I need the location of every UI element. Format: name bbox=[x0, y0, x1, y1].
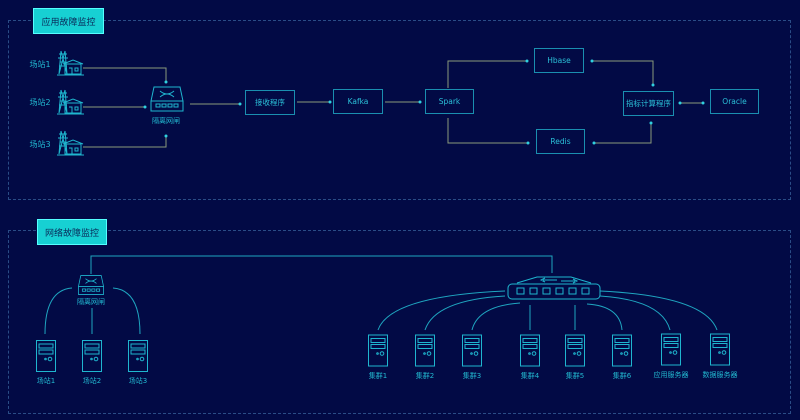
server-label: 集群5 bbox=[565, 372, 585, 380]
app-fault-title: 应用故障监控 bbox=[33, 8, 104, 34]
server-icon bbox=[415, 334, 435, 367]
server-label: 集群3 bbox=[462, 372, 482, 380]
server-icon bbox=[520, 334, 540, 367]
server-icon bbox=[462, 334, 482, 367]
server-icon bbox=[565, 334, 585, 367]
server-label: 应用服务器 bbox=[653, 371, 689, 379]
station-label: 场站1 bbox=[36, 377, 56, 385]
switch-icon bbox=[507, 276, 601, 300]
server-label: 数据服务器 bbox=[702, 371, 738, 379]
kafka-node[interactable]: Kafka bbox=[333, 89, 383, 114]
net-fault-title: 网络故障监控 bbox=[37, 219, 107, 245]
server-label: 集群2 bbox=[415, 372, 435, 380]
server-icon bbox=[82, 340, 102, 372]
calc-node[interactable]: 指标计算程序 bbox=[623, 91, 674, 116]
station-label: 场站1 bbox=[29, 60, 51, 69]
redis-node[interactable]: Redis bbox=[536, 129, 585, 154]
server-label: 集群6 bbox=[612, 372, 632, 380]
station2-tower-icon bbox=[56, 89, 85, 115]
station-label: 场站2 bbox=[29, 98, 51, 107]
station1-tower-icon bbox=[56, 50, 85, 76]
receiver-node[interactable]: 接收程序 bbox=[245, 90, 295, 115]
net-gateway-icon bbox=[77, 275, 105, 295]
station-label: 场站3 bbox=[29, 140, 51, 149]
gateway-label: 隔离网闸 bbox=[152, 117, 180, 125]
app-fault-frame bbox=[8, 20, 791, 200]
net-fault-frame bbox=[8, 230, 791, 414]
station3-tower-icon bbox=[56, 130, 85, 156]
server-label: 集群1 bbox=[368, 372, 388, 380]
server-icon bbox=[661, 333, 681, 366]
hbase-node[interactable]: Hbase bbox=[534, 48, 584, 73]
gateway-icon bbox=[150, 86, 184, 112]
server-icon bbox=[128, 340, 148, 372]
server-icon bbox=[368, 334, 388, 367]
server-icon bbox=[710, 333, 730, 366]
server-icon bbox=[612, 334, 632, 367]
server-icon bbox=[36, 340, 56, 372]
net-gateway-label: 隔离网闸 bbox=[77, 298, 105, 306]
server-label: 集群4 bbox=[520, 372, 540, 380]
spark-node[interactable]: Spark bbox=[425, 89, 474, 114]
oracle-node[interactable]: Oracle bbox=[710, 89, 759, 114]
station-label: 场站3 bbox=[128, 377, 148, 385]
station-label: 场站2 bbox=[82, 377, 102, 385]
